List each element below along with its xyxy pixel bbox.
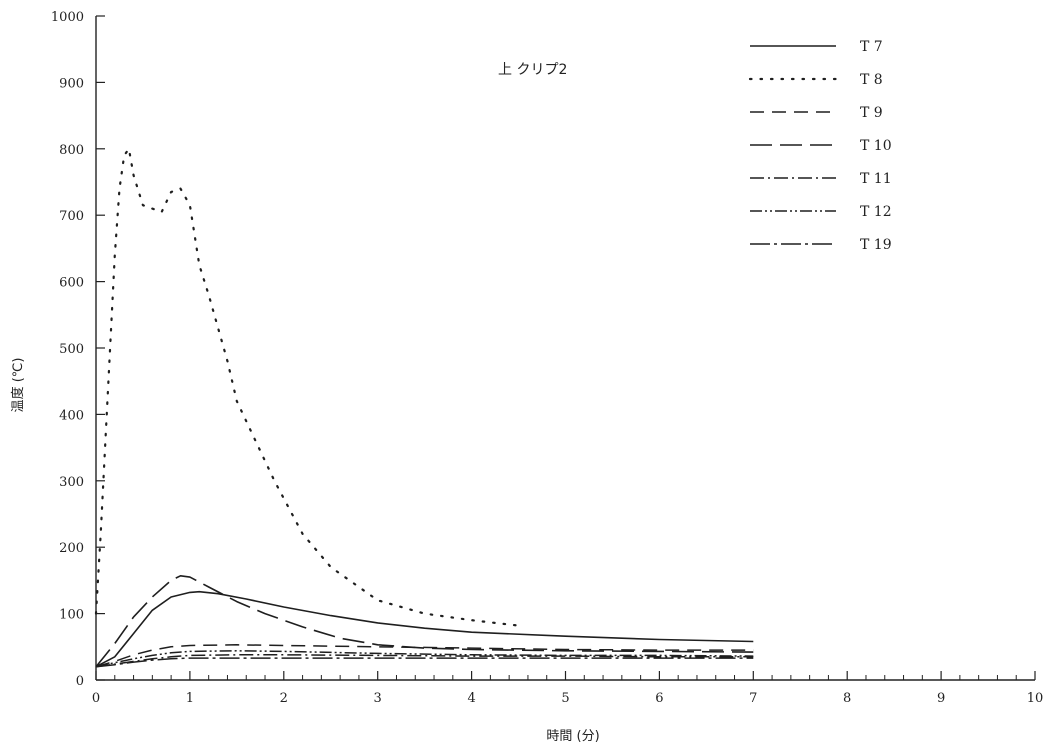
legend-label: T 8 <box>860 72 883 88</box>
legend-label: T 9 <box>860 105 883 121</box>
y-tick-label: 800 <box>59 143 84 158</box>
legend-item: T 9 <box>750 105 883 121</box>
x-tick-label: 10 <box>1027 691 1044 706</box>
legend-label: T 11 <box>860 171 892 187</box>
legend-label: T 19 <box>860 237 892 253</box>
series-layer <box>94 147 754 668</box>
legend-label: T 7 <box>860 39 883 55</box>
x-tick-label: 1 <box>186 691 194 706</box>
series-line <box>95 644 754 668</box>
x-tick-label: 4 <box>467 691 475 706</box>
legend-item: T 12 <box>750 204 892 220</box>
y-tick-label: 0 <box>76 674 84 689</box>
series-t8 <box>94 147 520 627</box>
series-t10 <box>95 575 754 668</box>
legend-item: T 8 <box>748 72 883 88</box>
legend-item: T 11 <box>750 171 892 187</box>
x-tick-label: 3 <box>374 691 382 706</box>
x-tick-label: 0 <box>92 691 100 706</box>
series-line <box>95 654 754 668</box>
series-t12 <box>95 650 754 668</box>
series-line <box>95 575 754 668</box>
y-tick-label: 100 <box>59 608 84 623</box>
series-t7 <box>95 590 754 668</box>
y-tick-label: 600 <box>59 276 84 291</box>
x-tick-label: 7 <box>749 691 757 706</box>
x-axis-label: 時間 (分) <box>546 729 599 744</box>
y-tick-label: 200 <box>59 541 84 556</box>
legend-item: T 10 <box>750 138 892 154</box>
y-tick-label: 900 <box>59 76 84 91</box>
y-tick-label: 300 <box>59 475 84 490</box>
legend-item: T 7 <box>750 39 883 55</box>
legend: T 7 T 8 T 9 T 10 T 11 T 12 T 19 <box>748 39 892 253</box>
y-tick-label: 500 <box>59 342 84 357</box>
x-tick-label: 2 <box>280 691 288 706</box>
legend-label: T 10 <box>860 138 892 154</box>
series-t11 <box>95 654 754 668</box>
series-t19 <box>95 657 754 668</box>
series-line <box>95 650 754 668</box>
y-tick-label: 700 <box>59 209 84 224</box>
series-line <box>95 657 754 668</box>
x-tick-label: 9 <box>937 691 945 706</box>
series-line <box>94 147 520 627</box>
y-axis-label: 温度 (℃) <box>10 358 26 413</box>
x-tick-label: 6 <box>655 691 663 706</box>
y-ticks: 0 100 200 300 400 500 600 700 800 900 1000 <box>51 10 105 689</box>
y-tick-label: 400 <box>59 408 84 423</box>
axes <box>95 16 1035 681</box>
x-ticks: 0 1 2 3 4 5 6 7 8 9 10 <box>92 671 1043 706</box>
series-t9 <box>95 644 754 668</box>
legend-item: T 19 <box>750 237 892 253</box>
y-tick-label: 1000 <box>51 10 84 25</box>
series-line <box>95 590 754 668</box>
chart-annotation: 上 クリプ2 <box>498 62 567 78</box>
x-tick-label: 8 <box>843 691 851 706</box>
legend-label: T 12 <box>860 204 892 220</box>
x-tick-label: 5 <box>561 691 569 706</box>
